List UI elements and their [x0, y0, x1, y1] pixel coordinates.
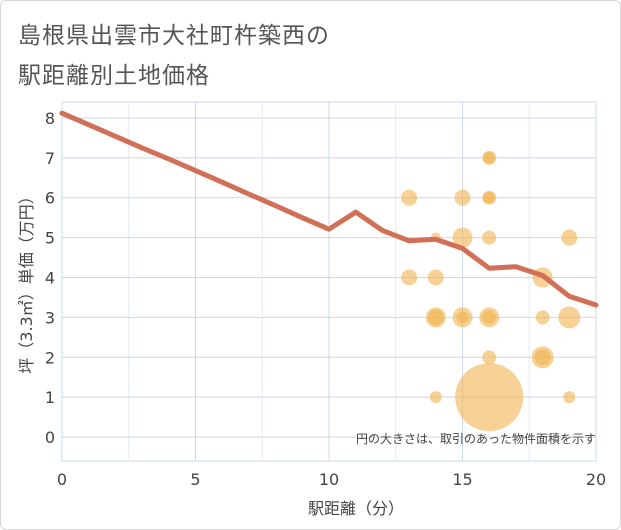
scatter-point: [483, 151, 496, 164]
y-tick-label: 6: [45, 189, 55, 208]
y-tick-label: 5: [45, 229, 55, 248]
y-tick-label: 4: [45, 269, 55, 288]
y-tick-label: 2: [45, 348, 55, 367]
scatter-point: [563, 391, 576, 404]
y-axis-label: 坪（3.3㎡）単価（万円）: [17, 188, 36, 373]
x-tick-label: 15: [452, 470, 472, 489]
y-tick-label: 1: [45, 388, 55, 407]
scatter-point: [456, 311, 469, 324]
x-axis-label: 駅距離（分）: [308, 499, 404, 518]
scatter-point: [427, 309, 444, 326]
scatter-point: [482, 230, 497, 245]
line-layer: [59, 110, 599, 308]
x-tick-label: 5: [190, 470, 200, 489]
scatter-point: [482, 350, 497, 365]
x-tick-label: 0: [57, 470, 67, 489]
average-price-line: [59, 110, 599, 308]
y-tick-label: 3: [45, 308, 55, 327]
scatter-point: [455, 363, 524, 432]
scatter-point: [534, 349, 551, 366]
chart-title-line1: 島根県出雲市大社町杵築西の: [18, 23, 330, 49]
x-tick-label: 10: [319, 470, 339, 489]
scatter-point: [561, 229, 578, 246]
scatter-point: [482, 310, 497, 325]
scatter-point: [401, 269, 418, 286]
size-legend-note: 円の大きさは、取引のあった物件面積を示す: [356, 431, 596, 446]
y-tick-label: 8: [45, 109, 55, 128]
point-layer: [401, 150, 581, 432]
scatter-point: [535, 310, 550, 325]
y-tick-label: 7: [45, 149, 55, 168]
grid-layer: [61, 101, 597, 462]
scatter-point: [452, 227, 473, 248]
scatter-point: [429, 391, 442, 404]
scatter-point: [401, 189, 418, 206]
x-tick-label: 20: [586, 470, 606, 489]
chart-title-line2: 駅距離別土地価格: [18, 63, 210, 89]
tick-layer: 0 5 10 15 20 0 1 2 3 4 5 6 7 8: [45, 109, 606, 489]
y-tick-label: 0: [45, 428, 55, 447]
scatter-point: [427, 269, 444, 286]
scatter-point: [558, 306, 581, 329]
scatter-point: [483, 191, 496, 204]
scatter-point: [454, 189, 471, 206]
